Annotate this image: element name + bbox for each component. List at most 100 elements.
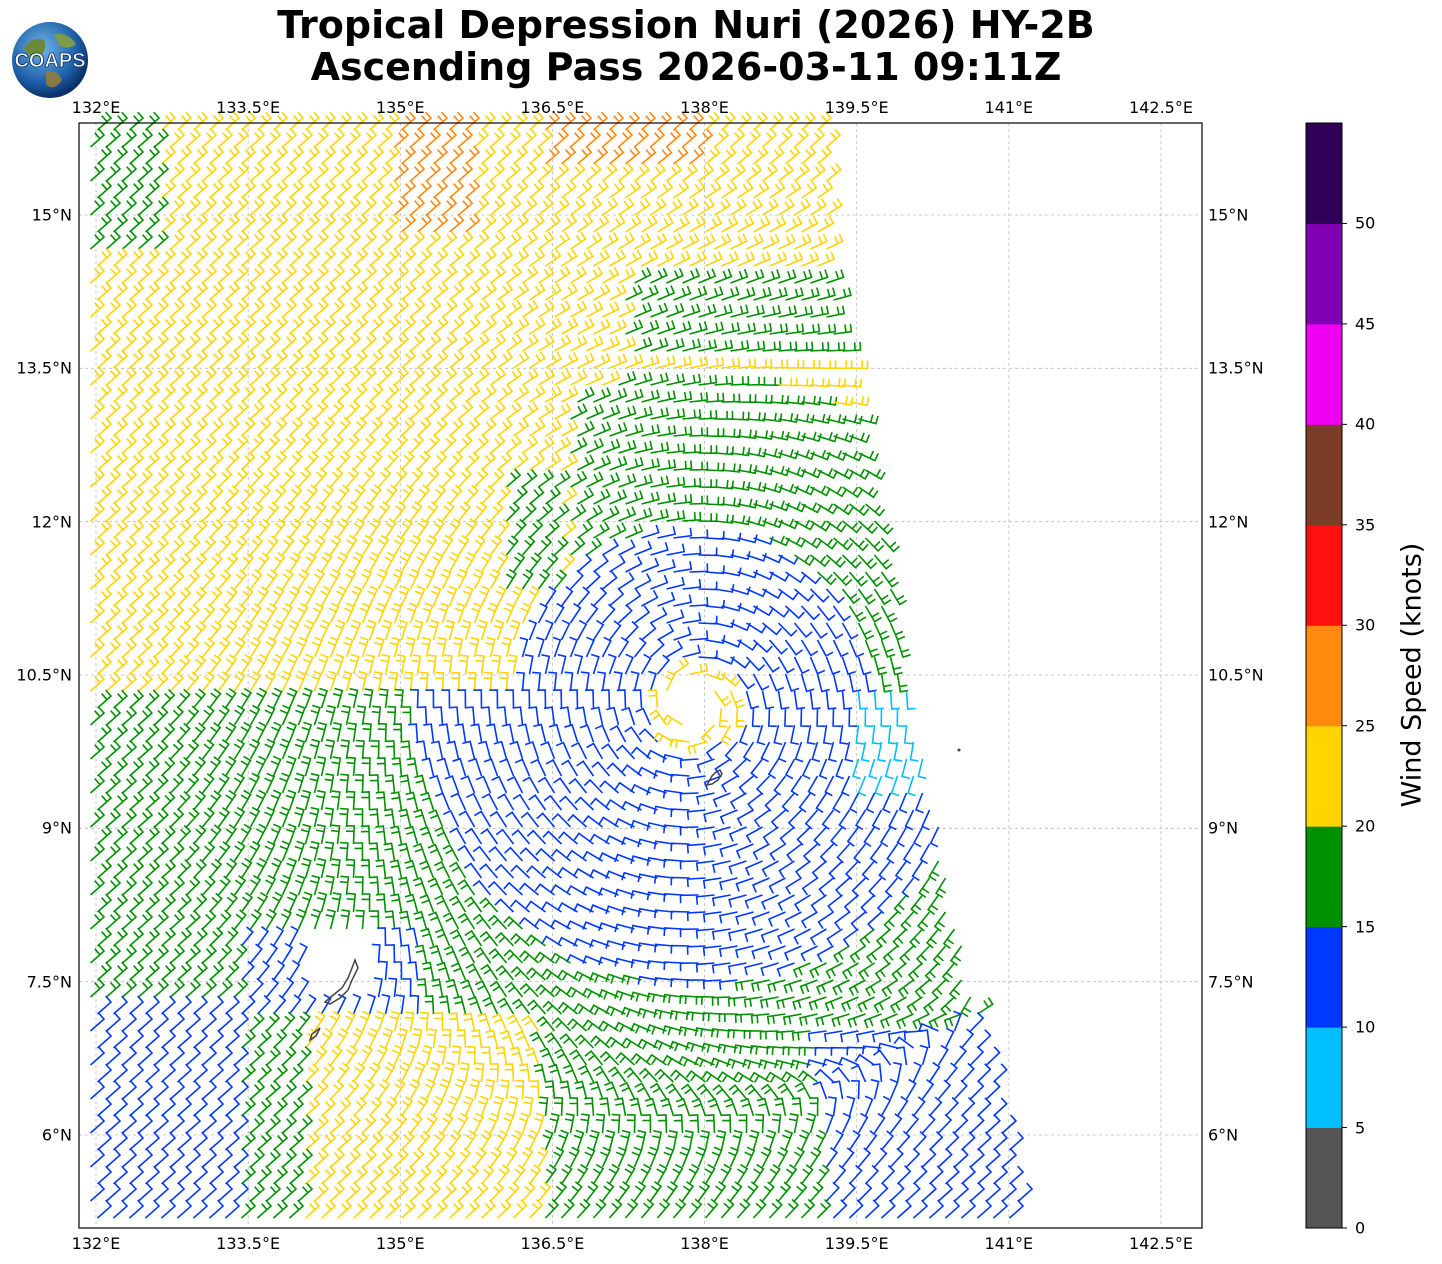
- wind-barb: [566, 849, 587, 862]
- wind-barb: [817, 251, 836, 267]
- wind-barb: [985, 1046, 1001, 1066]
- wind-barb: [765, 1129, 777, 1151]
- wind-barb: [630, 1052, 651, 1066]
- wind-barb: [810, 341, 830, 352]
- wind-barb: [233, 1114, 250, 1134]
- wind-barb: [576, 1198, 591, 1219]
- wind-barb: [569, 1097, 579, 1117]
- wind-barb: [992, 1131, 1009, 1151]
- lon-tick-label-bot: 142.5°E: [1129, 1234, 1193, 1253]
- wind-barb: [371, 943, 381, 964]
- wind-barb: [105, 400, 122, 420]
- title-line-1: Tropical Depression Nuri (2026) HY-2B: [277, 3, 1095, 47]
- wind-barb: [976, 1063, 992, 1083]
- wind-barb: [304, 281, 321, 301]
- wind-barb: [233, 806, 246, 828]
- wind-barb: [735, 877, 754, 892]
- wind-barb: [711, 894, 731, 907]
- wind-barb: [704, 145, 721, 165]
- wind-barb: [793, 1146, 805, 1168]
- wind-barb: [208, 892, 223, 913]
- wind-barb: [288, 552, 302, 573]
- wind-barb: [233, 501, 248, 522]
- wind-barb: [960, 1097, 976, 1117]
- wind-barb: [176, 688, 191, 709]
- wind-barb: [720, 724, 732, 746]
- wind-barb: [297, 1011, 311, 1032]
- wind-barb: [272, 1063, 289, 1083]
- wind-barb: [185, 671, 200, 692]
- wind-barb: [160, 621, 176, 641]
- wind-barb: [817, 537, 838, 550]
- wind-barb: [361, 1182, 378, 1202]
- wind-barb: [857, 588, 876, 605]
- wind-barb: [477, 740, 492, 760]
- wind-barb: [594, 724, 611, 743]
- wind-barb: [682, 511, 702, 522]
- wind-barb: [851, 758, 861, 780]
- wind-barb: [265, 162, 282, 182]
- wind-barb: [832, 707, 842, 727]
- wind-barb: [496, 518, 511, 539]
- wind-barb: [360, 859, 371, 879]
- wind-barb: [524, 1046, 540, 1066]
- wind-barb: [297, 196, 314, 216]
- wind-barb: [489, 689, 499, 709]
- wind-barb: [329, 196, 346, 216]
- wind-barb: [201, 366, 218, 386]
- island-outlines: [308, 748, 961, 1042]
- wind-barb: [320, 416, 336, 437]
- wind-barb: [912, 1096, 926, 1117]
- wind-barb: [512, 1164, 526, 1185]
- wind-barb: [689, 356, 709, 369]
- wind-barb: [743, 996, 763, 1008]
- wind-barb: [896, 673, 909, 693]
- wind-barb: [208, 620, 223, 641]
- wind-barb: [650, 441, 670, 454]
- wind-barb: [399, 1061, 411, 1083]
- wind-barb: [424, 568, 436, 590]
- wind-barb: [528, 1199, 544, 1219]
- wind-barb: [686, 911, 706, 921]
- wind-barb: [279, 738, 291, 760]
- wind-barb: [176, 1063, 193, 1083]
- wind-barb: [425, 128, 442, 148]
- wind-barb: [185, 876, 201, 896]
- wind-barb: [711, 962, 731, 974]
- wind-barb: [737, 216, 755, 233]
- wind-barb: [846, 1095, 856, 1117]
- wind-barb: [711, 928, 731, 940]
- wind-barb: [96, 587, 113, 607]
- wind-barb: [336, 1027, 349, 1049]
- wind-barb: [128, 383, 145, 403]
- wind-barb: [272, 450, 288, 471]
- wind-barb: [233, 196, 250, 216]
- wind-barb: [740, 1097, 755, 1117]
- wind-barb: [405, 927, 419, 947]
- wind-barb: [497, 418, 513, 437]
- wind-barb: [472, 845, 492, 862]
- wind-barb: [281, 128, 298, 148]
- wind-barb: [573, 970, 594, 982]
- wind-barb: [450, 792, 467, 811]
- wind-barb: [799, 1013, 818, 1026]
- wind-barb: [762, 588, 783, 600]
- wind-barb: [169, 1148, 186, 1168]
- wind-barb: [810, 554, 831, 568]
- wind-barb: [762, 269, 781, 284]
- wind-barb: [272, 1029, 288, 1049]
- wind-barb: [300, 789, 312, 811]
- wind-barb: [153, 196, 170, 216]
- wind-barb: [295, 874, 306, 896]
- wind-barb: [506, 775, 524, 794]
- wind-barb: [272, 1165, 289, 1185]
- wind-barb: [486, 723, 499, 743]
- wind-barb: [256, 994, 272, 1015]
- wind-barb: [814, 1046, 834, 1056]
- wind-barb: [464, 451, 480, 471]
- wind-barb: [105, 1148, 122, 1168]
- wind-barb: [489, 162, 506, 182]
- wind-barb: [909, 928, 924, 949]
- wind-barb: [432, 450, 448, 471]
- wind-barb: [534, 918, 555, 930]
